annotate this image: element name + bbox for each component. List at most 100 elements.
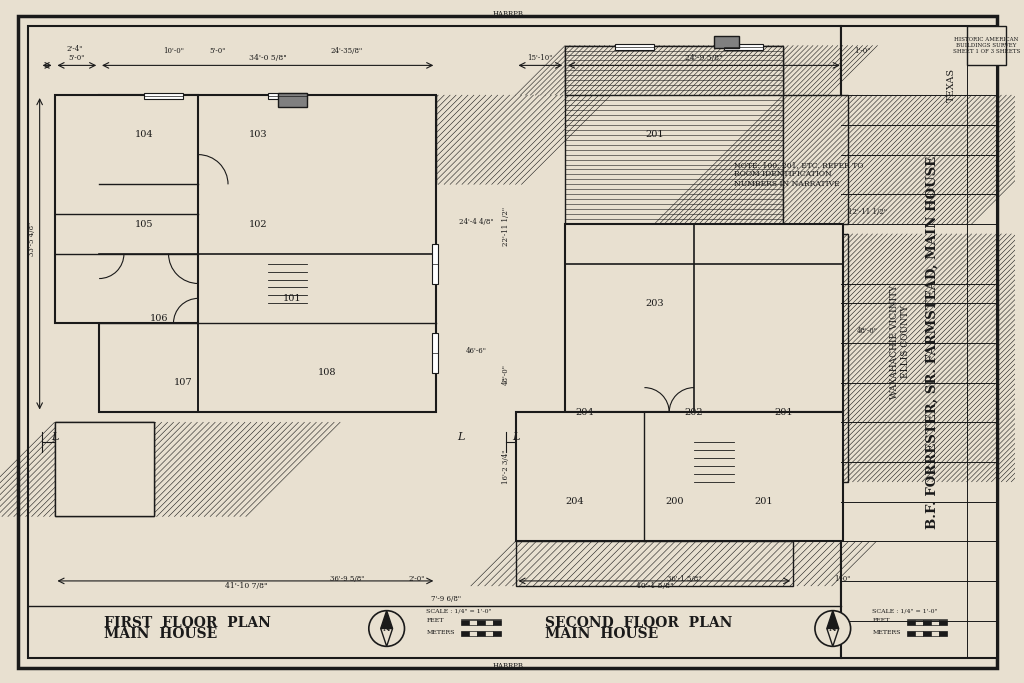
Bar xyxy=(54,422,154,516)
Bar xyxy=(967,26,1007,66)
Text: 48'-0": 48'-0" xyxy=(502,363,510,385)
Bar xyxy=(565,224,843,413)
Bar xyxy=(939,619,947,624)
Bar xyxy=(484,632,493,637)
Bar xyxy=(477,632,484,637)
Text: 204: 204 xyxy=(565,497,585,506)
Bar xyxy=(614,44,654,50)
Text: 48'-0": 48'-0" xyxy=(857,327,878,335)
Polygon shape xyxy=(826,611,839,628)
Text: 12'-11 1/2": 12'-11 1/2" xyxy=(848,208,887,216)
Text: MAIN  HOUSE: MAIN HOUSE xyxy=(545,628,658,641)
Bar xyxy=(267,93,307,99)
Text: TEXAS: TEXAS xyxy=(947,68,956,102)
Text: 203: 203 xyxy=(645,299,664,308)
Circle shape xyxy=(815,611,851,646)
Polygon shape xyxy=(381,628,392,646)
Bar xyxy=(783,234,848,482)
Text: FEET: FEET xyxy=(872,618,890,623)
Bar xyxy=(54,95,199,323)
Text: 201: 201 xyxy=(754,497,773,506)
Circle shape xyxy=(369,611,404,646)
Bar xyxy=(841,26,997,658)
Text: L: L xyxy=(512,432,519,442)
Text: 101: 101 xyxy=(284,294,302,303)
Bar xyxy=(432,333,438,373)
Bar xyxy=(915,632,923,637)
Text: FIRST  FLOOR  PLAN: FIRST FLOOR PLAN xyxy=(104,615,271,630)
Text: 16'-2 3/4": 16'-2 3/4" xyxy=(502,449,510,484)
Text: 5'-0": 5'-0" xyxy=(68,55,85,62)
Polygon shape xyxy=(826,628,839,646)
Bar xyxy=(931,619,939,624)
Text: SCALE : 1/4" = 1'-0": SCALE : 1/4" = 1'-0" xyxy=(872,608,938,613)
Text: 33'-5 4/8": 33'-5 4/8" xyxy=(28,221,36,255)
Text: 1'-0": 1'-0" xyxy=(835,575,851,583)
Bar xyxy=(143,93,183,99)
Bar xyxy=(515,413,843,541)
Text: 24'-35/8": 24'-35/8" xyxy=(331,46,364,55)
Text: L: L xyxy=(51,432,58,442)
Text: 40'-1 5/8": 40'-1 5/8" xyxy=(636,582,673,590)
Text: 2'-0": 2'-0" xyxy=(409,575,425,583)
Bar xyxy=(923,619,931,624)
Bar xyxy=(461,619,469,624)
Bar xyxy=(337,95,436,184)
Bar xyxy=(469,619,477,624)
Text: 104: 104 xyxy=(134,130,153,139)
Text: 1'-0": 1'-0" xyxy=(854,46,870,55)
Bar xyxy=(469,632,477,637)
Bar xyxy=(907,619,915,624)
Text: 103: 103 xyxy=(249,130,267,139)
Bar xyxy=(99,95,436,413)
Bar xyxy=(54,422,154,516)
Text: N: N xyxy=(829,624,837,632)
Text: SCALE : 1/4" = 1'-0": SCALE : 1/4" = 1'-0" xyxy=(426,608,492,613)
Bar xyxy=(565,46,783,95)
Bar xyxy=(907,632,915,637)
Text: 201: 201 xyxy=(774,408,793,417)
Text: WAXAHACHIE VICINITY
ELLIS COUNTY: WAXAHACHIE VICINITY ELLIS COUNTY xyxy=(891,285,910,399)
Bar xyxy=(477,619,484,624)
Text: 41'-10 7/8": 41'-10 7/8" xyxy=(224,582,267,590)
Bar xyxy=(484,619,493,624)
Bar xyxy=(461,632,469,637)
Text: HABRPB: HABRPB xyxy=(493,10,523,18)
Bar xyxy=(923,632,931,637)
Bar xyxy=(783,95,848,224)
Text: 106: 106 xyxy=(150,313,168,322)
Text: FEET: FEET xyxy=(426,618,443,623)
Text: 108: 108 xyxy=(317,368,337,377)
Text: B.F. FORRESTER, SR. FARMSTEAD, MAIN HOUSE: B.F. FORRESTER, SR. FARMSTEAD, MAIN HOUS… xyxy=(926,156,938,529)
Text: 201: 201 xyxy=(645,130,664,139)
Polygon shape xyxy=(381,611,392,628)
Text: MAIN  HOUSE: MAIN HOUSE xyxy=(104,628,217,641)
Text: 22'-11 1/2": 22'-11 1/2" xyxy=(502,207,510,246)
Text: HABRPB: HABRPB xyxy=(493,663,523,670)
Bar xyxy=(28,26,841,658)
Text: 24'-9 5/8": 24'-9 5/8" xyxy=(685,55,723,62)
Text: 107: 107 xyxy=(174,378,193,387)
Text: 102: 102 xyxy=(249,219,267,229)
Text: METERS: METERS xyxy=(426,630,455,635)
Text: 105: 105 xyxy=(134,219,153,229)
Text: 46'-6": 46'-6" xyxy=(465,347,486,355)
Text: NOTE: 100, 201, ETC. REFER TO
ROOM IDENTIFICATION
NUMBERS IN NARRATIVE: NOTE: 100, 201, ETC. REFER TO ROOM IDENT… xyxy=(733,161,863,188)
Bar xyxy=(931,632,939,637)
Text: 5'-0": 5'-0" xyxy=(210,46,226,55)
Text: 34'-0 5/8": 34'-0 5/8" xyxy=(249,55,287,62)
Text: HISTORIC AMERICAN
BUILDINGS SURVEY
SHEET 1 OF 3 SHEETS: HISTORIC AMERICAN BUILDINGS SURVEY SHEET… xyxy=(952,38,1020,54)
Text: SECOND  FLOOR  PLAN: SECOND FLOOR PLAN xyxy=(545,615,732,630)
Bar xyxy=(724,44,763,50)
Bar xyxy=(915,619,923,624)
Text: 200: 200 xyxy=(665,497,683,506)
Text: 10'-0": 10'-0" xyxy=(163,46,184,55)
Text: 204: 204 xyxy=(575,408,594,417)
Text: N: N xyxy=(383,624,390,632)
Bar xyxy=(515,541,794,586)
Bar xyxy=(565,46,783,224)
Text: 202: 202 xyxy=(685,408,703,417)
Bar xyxy=(278,93,307,107)
Bar xyxy=(714,36,738,48)
Text: 15'-10": 15'-10" xyxy=(527,55,553,62)
